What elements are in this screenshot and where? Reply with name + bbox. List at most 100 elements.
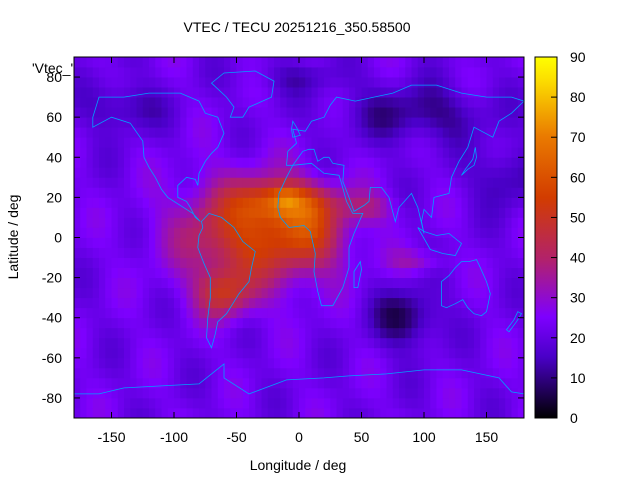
heatmap-cell bbox=[505, 287, 512, 299]
heatmap-cell bbox=[417, 337, 425, 349]
heatmap-cell bbox=[117, 337, 125, 349]
heatmap-cell bbox=[117, 277, 125, 289]
colorbar-tick-label: 10 bbox=[570, 370, 586, 386]
heatmap-cell bbox=[274, 167, 281, 178]
heatmap-cell bbox=[424, 67, 431, 78]
heatmap-cell bbox=[124, 167, 131, 178]
heatmap-cell bbox=[411, 147, 419, 158]
heatmap-cell bbox=[342, 247, 350, 258]
heatmap-cell bbox=[336, 77, 344, 88]
heatmap-cell bbox=[342, 137, 350, 148]
heatmap-cell bbox=[455, 357, 462, 369]
heatmap-cell bbox=[149, 177, 156, 188]
heatmap-cell bbox=[467, 377, 475, 389]
heatmap-cell bbox=[80, 237, 87, 248]
heatmap-cell bbox=[355, 247, 362, 258]
heatmap-cell bbox=[292, 267, 300, 279]
heatmap-cell bbox=[86, 197, 94, 208]
heatmap-cell bbox=[249, 287, 256, 299]
heatmap-cell bbox=[217, 377, 225, 389]
heatmap-cell bbox=[136, 287, 144, 299]
heatmap-cell bbox=[230, 357, 237, 369]
heatmap-cell bbox=[199, 67, 206, 78]
heatmap-cell bbox=[424, 307, 431, 319]
heatmap-cell bbox=[511, 257, 519, 268]
heatmap-cell bbox=[105, 97, 112, 108]
heatmap-cell bbox=[474, 377, 481, 389]
heatmap-cell bbox=[267, 297, 275, 309]
heatmap-cell bbox=[142, 337, 150, 349]
heatmap-cell bbox=[405, 297, 412, 309]
heatmap-cell bbox=[324, 287, 331, 299]
heatmap-cell bbox=[317, 377, 325, 389]
heatmap-cell bbox=[292, 67, 300, 78]
heatmap-cell bbox=[430, 317, 437, 329]
heatmap-cell bbox=[417, 247, 425, 258]
heatmap-cell bbox=[161, 67, 169, 78]
heatmap-cell bbox=[505, 137, 512, 148]
heatmap-cell bbox=[492, 97, 500, 108]
heatmap-cell bbox=[105, 127, 112, 138]
heatmap-cell bbox=[74, 187, 81, 198]
heatmap-cell bbox=[392, 117, 400, 128]
heatmap-cell bbox=[455, 167, 462, 178]
heatmap-cell bbox=[374, 57, 381, 68]
heatmap-cell bbox=[80, 87, 87, 98]
heatmap-cell bbox=[161, 137, 169, 148]
heatmap-cell bbox=[292, 367, 300, 379]
heatmap-cell bbox=[361, 137, 369, 148]
heatmap-cell bbox=[342, 357, 350, 369]
heatmap-cell bbox=[474, 397, 481, 409]
heatmap-cell bbox=[474, 107, 481, 118]
heatmap-cell bbox=[480, 367, 487, 379]
heatmap-cell bbox=[255, 297, 262, 309]
heatmap-cell bbox=[142, 327, 150, 339]
heatmap-cell bbox=[330, 327, 337, 339]
heatmap-cell bbox=[399, 297, 406, 309]
heatmap-cell bbox=[367, 87, 375, 98]
heatmap-cell bbox=[386, 307, 394, 319]
heatmap-cell bbox=[480, 207, 487, 218]
heatmap-cell bbox=[499, 57, 506, 68]
heatmap-cell bbox=[324, 247, 331, 258]
coastline-africa bbox=[277, 162, 364, 307]
heatmap-cell bbox=[324, 217, 331, 228]
heatmap-cell bbox=[136, 357, 144, 369]
heatmap-cell bbox=[511, 327, 519, 339]
heatmap-cell bbox=[492, 297, 500, 309]
heatmap-cell bbox=[130, 387, 137, 399]
heatmap-cell bbox=[374, 117, 381, 128]
heatmap-cell bbox=[149, 347, 156, 359]
heatmap-cell bbox=[317, 337, 325, 349]
heatmap-cell bbox=[180, 217, 187, 228]
heatmap-cell bbox=[367, 57, 375, 68]
heatmap-cell bbox=[211, 77, 219, 88]
heatmap-cell bbox=[180, 357, 187, 369]
heatmap-cell bbox=[299, 87, 306, 98]
heatmap-cell bbox=[374, 267, 381, 279]
heatmap-cell bbox=[192, 317, 200, 329]
heatmap-cell bbox=[355, 287, 362, 299]
heatmap-cell bbox=[436, 227, 444, 238]
heatmap-cell bbox=[361, 117, 369, 128]
heatmap-cell bbox=[355, 297, 362, 309]
heatmap-cell bbox=[499, 367, 506, 379]
heatmap-cell bbox=[217, 287, 225, 299]
heatmap-cell bbox=[311, 207, 319, 218]
heatmap-cell bbox=[374, 167, 381, 178]
heatmap-cell bbox=[349, 377, 356, 389]
heatmap-cell bbox=[330, 357, 337, 369]
heatmap-cell bbox=[399, 147, 406, 158]
heatmap-cell bbox=[386, 197, 394, 208]
heatmap-cell bbox=[230, 217, 237, 228]
heatmap-cell bbox=[449, 267, 456, 279]
heatmap-cell bbox=[436, 357, 444, 369]
heatmap-cell bbox=[449, 57, 456, 68]
heatmap-cell bbox=[517, 357, 525, 369]
heatmap-cell bbox=[192, 187, 200, 198]
heatmap-cell bbox=[467, 187, 475, 198]
heatmap-cell bbox=[186, 87, 194, 98]
heatmap-cell bbox=[417, 257, 425, 268]
heatmap-cell bbox=[117, 157, 125, 168]
heatmap-cell bbox=[261, 207, 269, 218]
